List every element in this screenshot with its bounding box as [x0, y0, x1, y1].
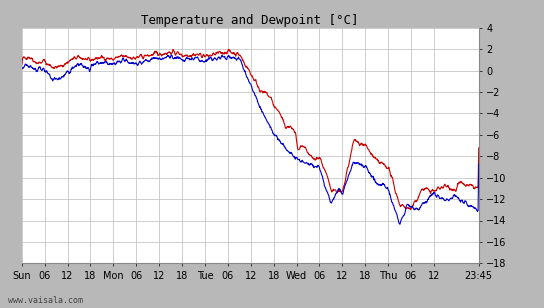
- Text: www.vaisala.com: www.vaisala.com: [8, 296, 83, 305]
- Title: Temperature and Dewpoint [°C]: Temperature and Dewpoint [°C]: [141, 14, 359, 26]
